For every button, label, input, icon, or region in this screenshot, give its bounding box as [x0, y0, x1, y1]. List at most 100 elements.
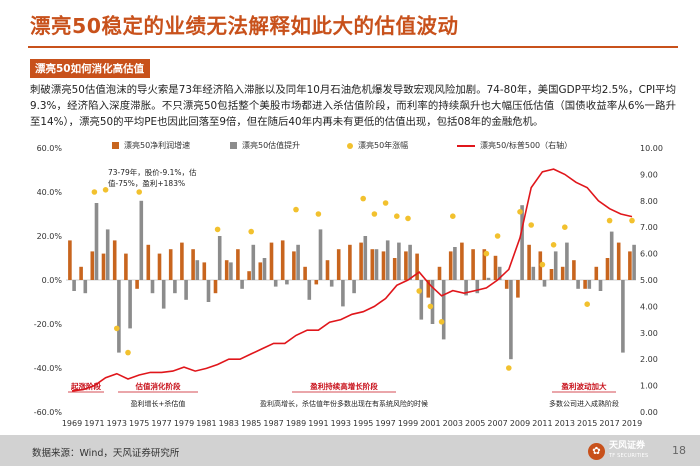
annotation-note-line1: 73-79年，股价-9.1%，估 [108, 167, 197, 177]
bar-earnings [415, 253, 419, 280]
bar-valuation [621, 280, 625, 353]
bar-earnings [157, 253, 162, 280]
bar-valuation [139, 200, 144, 280]
bar-earnings [628, 251, 632, 280]
bar-valuation [497, 266, 502, 280]
footer-bar [0, 435, 700, 466]
x-tick-label: 1987 [263, 419, 283, 428]
bar-earnings [493, 255, 498, 280]
bar-valuation [341, 280, 345, 307]
bar-earnings [370, 249, 375, 280]
x-tick-label: 2007 [487, 419, 507, 428]
dot-price [91, 189, 98, 195]
legend-earnings-label: 漂亮50净利润增速 [124, 141, 191, 150]
bar-valuation [565, 242, 569, 280]
x-tick-label: 1975 [129, 419, 149, 428]
y-left-tick-label: -20.0% [34, 320, 63, 329]
dot-price [427, 303, 434, 310]
legend-price-label: 漂亮50年涨幅 [358, 141, 409, 150]
bar-earnings [504, 280, 509, 289]
bar-valuation [352, 280, 356, 294]
x-tick-label: 1977 [151, 419, 171, 428]
bar-earnings [560, 266, 565, 280]
x-tick-label: 2009 [510, 419, 530, 428]
bar-earnings [68, 240, 72, 280]
bar-valuation [229, 262, 233, 280]
legend-valuation-swatch [230, 142, 237, 149]
bar-earnings [224, 260, 229, 280]
bar-valuation [509, 280, 513, 360]
dot-price [114, 325, 120, 332]
bar-earnings [426, 280, 431, 298]
bar-earnings [381, 251, 386, 280]
bar-earnings [516, 280, 520, 298]
x-tick-label: 1981 [196, 419, 216, 428]
bar-valuation [598, 280, 603, 291]
bar-valuation [217, 236, 222, 280]
bar-valuation [128, 280, 132, 329]
bar-earnings [124, 253, 128, 280]
bar-earnings [303, 266, 307, 280]
bar-earnings [583, 280, 587, 289]
x-tick-label: 1999 [398, 419, 418, 428]
bar-earnings [314, 280, 319, 285]
page-number: 18 [672, 444, 686, 457]
bar-valuation [363, 236, 368, 280]
y-left-tick-label: -60.0% [34, 408, 63, 417]
x-tick-label: 2003 [443, 419, 463, 428]
logo-text: 天风证券 TF SECURITIES [609, 441, 648, 461]
dot-price [293, 206, 299, 213]
phase-start-label: 起涨阶段 [70, 381, 101, 391]
legend-valuation: 漂亮50估值提升 [230, 140, 300, 151]
dot-price [562, 224, 568, 230]
section-label: 漂亮50如何消化高估值 [30, 59, 151, 78]
bar-valuation [542, 280, 547, 287]
bar-earnings [191, 249, 195, 280]
bar-valuation [318, 229, 323, 280]
dot-price [584, 301, 590, 308]
dot-price [506, 365, 512, 371]
bar-earnings [146, 244, 151, 280]
bar-earnings [280, 240, 285, 280]
chart-legend: 漂亮50净利润增速 漂亮50估值提升 漂亮50年涨幅 漂亮50/标普500（右轴… [112, 140, 672, 154]
footer-source: 数据来源：Wind，天风证券研究所 [32, 448, 180, 459]
y-right-tick-label: 3.00 [640, 329, 658, 338]
x-tick-label: 2015 [577, 419, 597, 428]
bar-valuation [117, 280, 121, 353]
dot-price [494, 233, 501, 239]
bar-earnings [572, 260, 576, 280]
dot-price [483, 250, 490, 257]
x-tick-label: 2001 [420, 419, 440, 428]
bar-valuation [430, 280, 435, 324]
bar-earnings [392, 258, 397, 280]
bar-valuation [195, 260, 200, 280]
bar-earnings [202, 262, 207, 280]
line-ratio [71, 168, 633, 392]
dot-price [629, 217, 635, 224]
y-right-tick-label: 1.00 [640, 382, 658, 391]
bar-valuation [553, 251, 558, 280]
bar-valuation [285, 280, 289, 285]
bar-earnings [549, 269, 554, 280]
y-left-tick-label: -40.0% [34, 364, 63, 373]
x-tick-label: 2011 [532, 419, 552, 428]
bar-earnings [135, 280, 139, 289]
dot-price [315, 211, 322, 217]
bar-valuation [374, 249, 379, 280]
x-tick-label: 1971 [84, 419, 104, 428]
dot-price [416, 288, 423, 294]
bar-earnings [79, 266, 83, 280]
bar-earnings [359, 242, 363, 280]
y-left-tick-label: 40.0% [37, 188, 63, 197]
dot-price [438, 319, 445, 325]
bar-earnings [471, 249, 475, 280]
x-tick-label: 2013 [555, 419, 575, 428]
bar-valuation [173, 280, 177, 294]
legend-price: 漂亮50年涨幅 [347, 140, 408, 151]
bar-earnings [325, 260, 330, 280]
bar-valuation [397, 242, 401, 280]
brand-logo: ✿ 天风证券 TF SECURITIES [588, 441, 648, 461]
logo-mark-icon: ✿ [588, 442, 605, 460]
bar-valuation [329, 280, 334, 287]
